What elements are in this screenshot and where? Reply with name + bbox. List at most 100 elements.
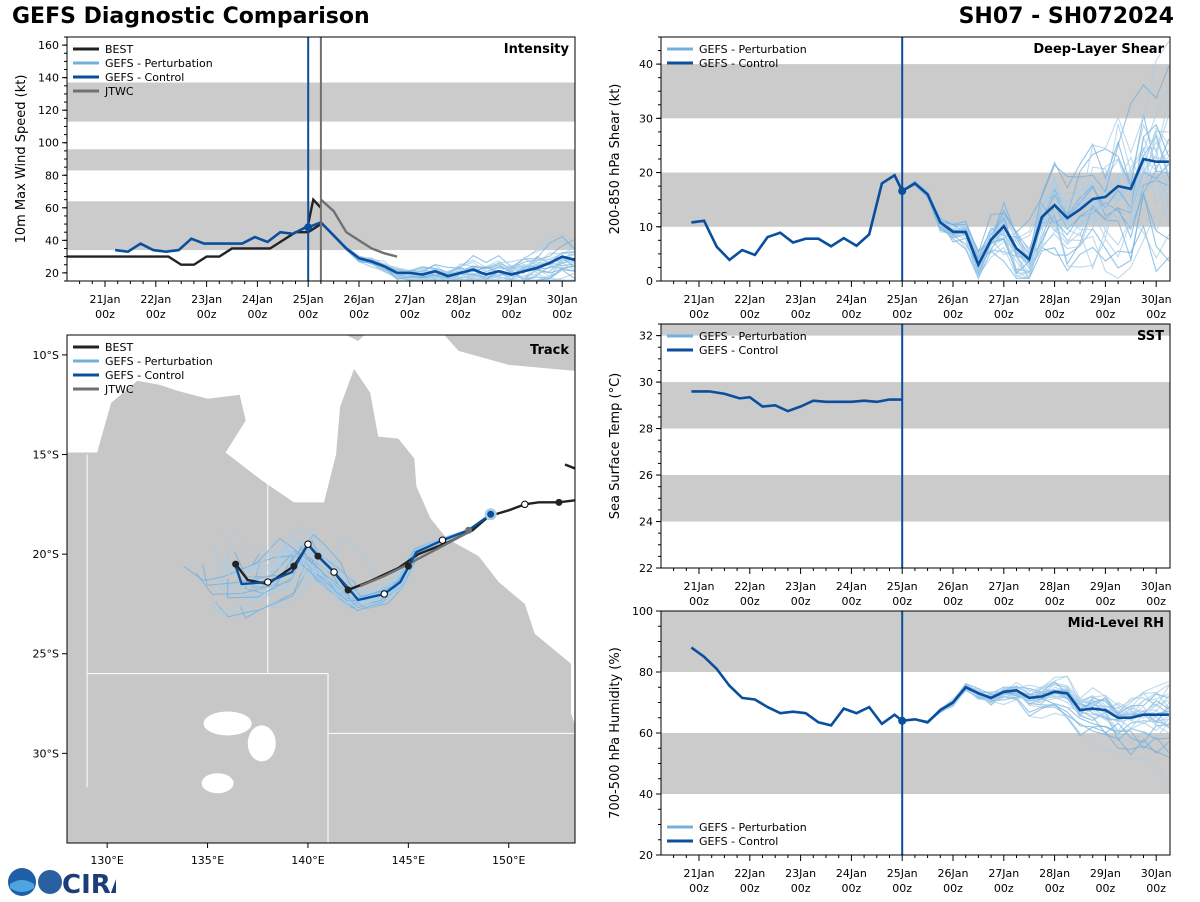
x-tick-label: 24Jan [836,580,867,593]
x-tick-label: 29Jan [1090,867,1121,880]
y-tick-label: 120 [38,104,59,117]
x-tick-label: 27Jan [988,867,1019,880]
x-tick-sublabel: 00z [943,595,963,608]
map-area [67,335,575,843]
x-tick-label: 22Jan [140,293,171,306]
x-tick-sublabel: 00z [1045,595,1065,608]
init-marker [898,186,907,195]
map-frame [66,334,576,844]
x-tick-sublabel: 00z [552,308,572,321]
y-tick-label: 140 [38,72,59,85]
x-tick-label: 30Jan [1141,580,1172,593]
x-tick-sublabel: 00z [451,308,471,321]
x-tick-label: 26Jan [938,867,969,880]
legend-label-best: BEST [105,341,133,354]
legend-label-pert: GEFS - Perturbation [699,330,807,343]
x-tick-sublabel: 00z [994,595,1014,608]
lon-tick-label: 145°E [392,854,425,867]
open-position-marker [330,568,338,576]
legend-label-pert: GEFS - Perturbation [105,355,213,368]
y-tick-label: 26 [639,469,653,482]
x-tick-label: 23Jan [785,580,816,593]
x-tick-label: 30Jan [1141,293,1172,306]
x-tick-sublabel: 00z [689,882,709,895]
figure-title: GEFS Diagnostic Comparison [12,4,370,29]
legend-label-pert: GEFS - Perturbation [105,57,213,70]
panel-title: Track [530,343,569,358]
legend-label-pert: GEFS - Perturbation [699,43,807,56]
plot-area [67,197,575,281]
x-tick-sublabel: 00z [1146,882,1166,895]
y-tick-label: 24 [639,516,653,529]
x-tick-label: 29Jan [1090,293,1121,306]
x-tick-sublabel: 00z [842,308,862,321]
best-position-marker [344,586,352,594]
x-tick-sublabel: 00z [892,882,912,895]
x-tick-label: 28Jan [445,293,476,306]
x-tick-label: 26Jan [344,293,375,306]
australia-land [67,368,575,843]
y-axis-label: 200-850 hPa Shear (kt) [608,84,623,235]
panel-title: SST [1137,329,1164,344]
best-position-marker [555,498,563,506]
best-track-line [67,223,322,266]
x-tick-sublabel: 00z [689,595,709,608]
legend-label-pert: GEFS - Perturbation [699,821,807,834]
x-tick-label: 30Jan [1141,867,1172,880]
legend-label-control: GEFS - Control [699,835,778,848]
lon-tick-label: 150°E [492,854,525,867]
legend-label-control: GEFS - Control [105,369,184,382]
plot-frame [660,36,1171,282]
panel-sst: 22 24 26 28 30 32 21Jan 00z 22Jan 00z 23Jan 00z 24Ja… [608,323,1172,608]
y-tick-label: 100 [632,605,653,618]
panel-title: Intensity [504,42,570,57]
ensemble-member-line [901,184,1170,280]
x-tick-label: 22Jan [734,293,765,306]
panel-rh: 20 40 60 80 100 21Jan 00z 22Jan 00z 23Jan 00z 24Jan… [608,605,1172,895]
x-tick-label: 29Jan [1090,580,1121,593]
init-marker [304,223,313,232]
x-tick-sublabel: 00z [95,308,115,321]
panel-title: Deep-Layer Shear [1033,42,1164,57]
x-tick-sublabel: 00z [842,882,862,895]
init-marker [898,716,907,725]
x-tick-label: 28Jan [1039,867,1070,880]
y-tick-label: 40 [639,58,653,71]
ensemble-member-line [901,65,1170,255]
y-tick-label: 10 [639,221,653,234]
legend-label-control: GEFS - Control [699,344,778,357]
x-tick-label: 25Jan [887,580,918,593]
y-tick-label: 20 [45,267,59,280]
y-tick-label: 80 [45,169,59,182]
control-line [691,157,1169,268]
storm-id: SH07 - SH072024 [958,4,1174,29]
x-tick-label: 27Jan [988,293,1019,306]
x-tick-label: 25Jan [887,293,918,306]
panel-title: Mid-Level RH [1068,616,1164,631]
control-line [690,646,1169,727]
x-tick-sublabel: 00z [349,308,369,321]
x-tick-sublabel: 00z [1096,308,1116,321]
x-tick-sublabel: 00z [248,308,268,321]
gray-band [661,733,1170,794]
gray-band [661,611,1170,672]
lat-tick-label: 15°S [33,449,59,462]
y-tick-label: 28 [639,423,653,436]
x-tick-sublabel: 00z [994,882,1014,895]
control-init-marker [487,510,495,518]
best-track-line [307,197,322,225]
best-track [564,463,575,470]
gray-band [661,382,1170,429]
y-tick-label: 22 [639,562,653,575]
x-tick-label: 24Jan [242,293,273,306]
x-tick-label: 23Jan [191,293,222,306]
plot-frame [660,610,1171,856]
y-tick-label: 80 [639,666,653,679]
x-tick-sublabel: 00z [943,882,963,895]
legend-label-jtwc: JTWC [104,383,134,396]
legend-label-jtwc: JTWC [104,85,134,98]
y-tick-label: 40 [639,788,653,801]
x-tick-label: 25Jan [293,293,324,306]
x-tick-sublabel: 00z [400,308,420,321]
plot-frame [66,36,576,282]
